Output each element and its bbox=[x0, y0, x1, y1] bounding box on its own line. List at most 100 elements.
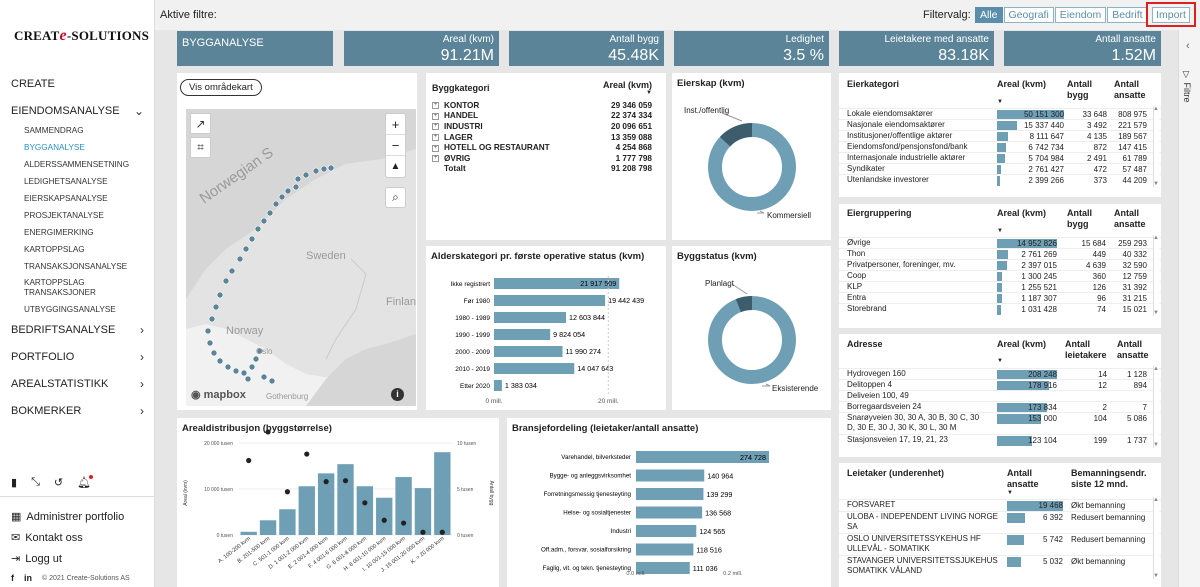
antall-bygg-point[interactable] bbox=[246, 457, 252, 464]
kpi-areal[interactable]: Areal (kvm) 91.21M bbox=[344, 31, 499, 66]
table-row[interactable]: + INDUSTRI 20 096 651 bbox=[432, 121, 652, 132]
expand-icon[interactable]: + bbox=[432, 133, 439, 141]
expand-icon[interactable]: + bbox=[432, 112, 439, 120]
table-row[interactable]: FORSVARET 19 468 Økt bemanning bbox=[839, 499, 1161, 511]
table-row[interactable]: Delitoppen 4 178 916 12 894 bbox=[839, 379, 1161, 391]
column-header[interactable]: Antall bygg bbox=[1067, 208, 1093, 229]
areal-bar[interactable] bbox=[259, 520, 277, 535]
donut-slice-main[interactable] bbox=[708, 296, 796, 384]
bransje-chart[interactable]: Varehandel, bilverksteder 274 728 Bygge- o… bbox=[507, 418, 831, 587]
table-row[interactable]: Eiendomsfond/pensjonsfond/bank 6 742 734 8… bbox=[839, 141, 1161, 153]
areal-bar[interactable] bbox=[376, 497, 393, 535]
areal-bar[interactable] bbox=[434, 452, 451, 535]
nav-arealstatistikk[interactable]: AREALSTATISTIKK › bbox=[11, 376, 144, 391]
alder-bar[interactable] bbox=[494, 346, 563, 357]
notification-bell-icon[interactable]: 🔔︎ bbox=[77, 475, 94, 489]
submenu-item-7[interactable]: KARTOPPSLAG bbox=[24, 245, 85, 254]
areal-bar[interactable] bbox=[395, 477, 412, 535]
column-header[interactable]: Bemanningsendr. siste 12 mnd. bbox=[1071, 468, 1147, 489]
create-solutions-logo[interactable]: CREATe-SOLUTIONS bbox=[14, 27, 150, 44]
antall-bygg-point[interactable] bbox=[265, 429, 271, 435]
alder-bar[interactable] bbox=[494, 363, 575, 374]
sort-desc-icon[interactable]: ▼ bbox=[1007, 490, 1013, 496]
table-row[interactable]: Coop 1 300 245 360 12 759 bbox=[839, 270, 1161, 282]
areal-bar[interactable] bbox=[414, 488, 432, 535]
expand-icon[interactable]: + bbox=[432, 144, 439, 152]
table-row[interactable]: + KONTOR 29 346 059 bbox=[432, 100, 652, 111]
sort-desc-icon[interactable]: ▼ bbox=[997, 358, 1003, 364]
facebook-icon[interactable]: f bbox=[11, 573, 14, 583]
submenu-item-8[interactable]: TRANSAKSJONSANALYSE bbox=[24, 262, 128, 271]
areal-bar[interactable] bbox=[337, 464, 354, 535]
eierskap-donut[interactable] bbox=[672, 73, 831, 240]
pointer-icon[interactable]: ↗ bbox=[190, 113, 211, 134]
sort-desc-icon[interactable]: ▼ bbox=[997, 228, 1003, 234]
table-row[interactable]: Deliveien 100, 49 bbox=[839, 390, 1161, 401]
alder-bar[interactable] bbox=[494, 278, 620, 289]
table-row[interactable]: Snarøyveien 30, 30 A, 30 B, 30 C, 30 D, … bbox=[839, 412, 1161, 434]
column-header[interactable]: Eiergruppering bbox=[847, 208, 912, 218]
areal-bar[interactable] bbox=[298, 486, 315, 535]
submenu-item-5[interactable]: PROSJEKTANALYSE bbox=[24, 211, 104, 220]
vis-omradekart-button[interactable]: Vis områdekart bbox=[180, 79, 262, 96]
scrollbar[interactable]: ▲ ▼ bbox=[1153, 366, 1159, 448]
antall-bygg-point[interactable] bbox=[323, 479, 329, 485]
reset-icon[interactable]: ↺ bbox=[53, 477, 64, 489]
kpi-antall-ansatte[interactable]: Antall ansatte 1.52M bbox=[1004, 31, 1161, 66]
col-byggkategori[interactable]: Byggkategori bbox=[432, 83, 490, 93]
donut-slice-minor[interactable] bbox=[719, 123, 752, 147]
column-header[interactable]: Adresse bbox=[847, 339, 883, 349]
table-row[interactable]: Øvrige 14 952 826 15 684 259 293 bbox=[839, 237, 1161, 249]
bransje-bar[interactable] bbox=[636, 469, 705, 482]
expand-icon[interactable]: + bbox=[432, 123, 439, 131]
table-row[interactable]: OSLO UNIVERSITETSSYKEHUS HF ULLEVÅL - SO… bbox=[839, 533, 1161, 555]
column-header[interactable]: Antall ansatte bbox=[1114, 208, 1146, 229]
chevron-left-icon[interactable]: ‹ bbox=[1186, 40, 1190, 52]
scrollbar[interactable]: ▲ ▼ bbox=[1153, 235, 1159, 316]
submenu-item-9[interactable]: KARTOPPSLAG TRANSAKSJONER bbox=[24, 278, 96, 297]
sort-desc-icon[interactable]: ▼ bbox=[997, 99, 1003, 105]
nav-bokmerker[interactable]: BOKMERKER › bbox=[11, 403, 144, 418]
bransje-bar[interactable] bbox=[636, 451, 770, 463]
nav-eiendomsanalyse[interactable]: EIENDOMSANALYSE ⌄ bbox=[11, 103, 144, 118]
areal-bar[interactable] bbox=[279, 509, 296, 535]
bransje-bar[interactable] bbox=[636, 525, 697, 537]
bookmark-icon[interactable]: ▮ bbox=[11, 477, 18, 489]
nav-create[interactable]: CREATE bbox=[11, 77, 55, 90]
submenu-item-10[interactable]: UTBYGGINGSANALYSE bbox=[24, 305, 116, 314]
expand-icon[interactable]: + bbox=[432, 102, 439, 110]
table-row[interactable]: + ØVRIG 1 777 798 bbox=[432, 153, 652, 164]
table-row[interactable]: + HOTELL OG RESTAURANT 4 254 868 bbox=[432, 142, 652, 153]
import-button[interactable]: Import bbox=[1152, 6, 1190, 23]
donut-slice-minor[interactable] bbox=[735, 296, 752, 313]
linkedin-icon[interactable]: in bbox=[24, 573, 32, 583]
table-row[interactable]: Syndikater 2 761 427 472 57 487 bbox=[839, 163, 1161, 175]
alder-bar[interactable] bbox=[494, 380, 502, 391]
table-row[interactable]: STAVANGER UNIVERSITETSSJUKEHUS SOMATIKK … bbox=[839, 555, 1161, 577]
filter-eiendom-button[interactable]: Eiendom bbox=[1054, 7, 1107, 23]
table-row[interactable]: Privatpersoner, foreninger, mv. 2 397 015… bbox=[839, 259, 1161, 271]
bransje-bar[interactable] bbox=[636, 562, 690, 574]
scrollbar[interactable]: ▲ ▼ bbox=[1153, 497, 1159, 579]
antall-bygg-point[interactable] bbox=[381, 517, 387, 523]
table-row[interactable]: Hydrovegen 160 208 248 14 1 128 bbox=[839, 368, 1161, 380]
logout-link[interactable]: ⇥ Logg ut bbox=[11, 552, 62, 566]
alder-bar[interactable] bbox=[494, 312, 567, 323]
table-row[interactable]: Institusjoner/offentlige aktører 8 111 64… bbox=[839, 130, 1161, 142]
admin-portfolio-link[interactable]: ▦ Administrer portfolio bbox=[11, 510, 125, 524]
arealdistribusjon-chart[interactable]: 20 000 tusen 10 tusen 10 000 tusen 5 tusen 0… bbox=[177, 418, 499, 587]
submenu-item-0[interactable]: SAMMENDRAG bbox=[24, 126, 84, 135]
byggstatus-donut[interactable] bbox=[672, 246, 831, 410]
kpi-ledighet[interactable]: Ledighet 3.5 % bbox=[674, 31, 829, 66]
compass-icon[interactable]: ▲ bbox=[390, 161, 401, 172]
column-header[interactable]: Areal (kvm) bbox=[997, 339, 1047, 349]
filter-pane[interactable]: ‹ ▽ Filtre bbox=[1178, 30, 1200, 587]
column-header[interactable]: Areal (kvm) bbox=[997, 79, 1047, 89]
table-row[interactable]: KLP 1 255 521 126 31 392 bbox=[839, 281, 1161, 293]
col-areal[interactable]: Areal (kvm) ▼ bbox=[602, 80, 652, 96]
table-row[interactable]: Entra 1 187 307 96 31 215 bbox=[839, 292, 1161, 304]
submenu-item-3[interactable]: LEDIGHETSANALYSE bbox=[24, 177, 108, 186]
column-header[interactable]: Eierkategori bbox=[847, 79, 900, 89]
zoom-in-icon[interactable]: + bbox=[386, 114, 405, 135]
submenu-item-1[interactable]: BYGGANALYSE bbox=[24, 143, 85, 152]
